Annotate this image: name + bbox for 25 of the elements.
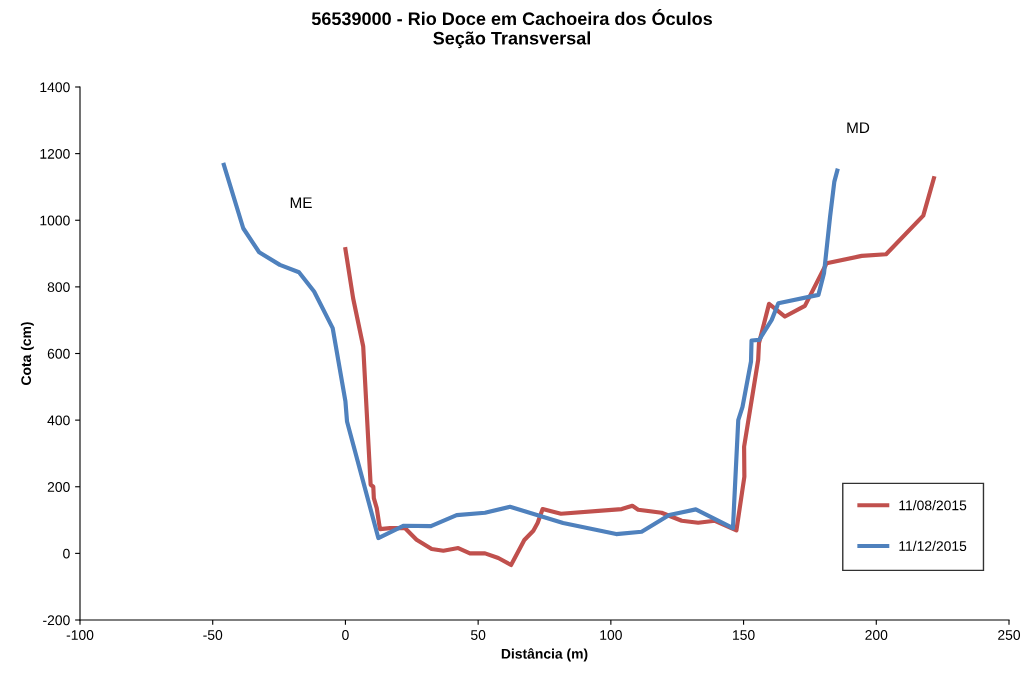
x-tick-label: 200: [865, 630, 888, 640]
y-tick-label: -200: [43, 615, 70, 626]
y-tick-label: 200: [47, 482, 70, 492]
x-tick-label: 150: [733, 630, 755, 640]
legend-label: 11/08/2015: [899, 500, 967, 511]
annotation: ME: [290, 197, 312, 208]
x-tick-label: 0: [342, 630, 349, 640]
chart-title: 56539000 - Rio Doce em Cachoeira dos Óculos Seção Transversal: [311, 8, 712, 49]
line-series: [221, 162, 840, 541]
y-tick-label: 400: [47, 415, 70, 426]
y-tick-label: 1200: [40, 148, 70, 159]
y-tick-label: 1000: [40, 215, 70, 226]
annotation: MD: [847, 122, 870, 133]
legend-label: 11/12/2015: [899, 540, 967, 551]
x-tick-label: -100: [66, 630, 94, 640]
x-axis-title: Distância (m): [501, 648, 588, 662]
x-tick-label: 100: [600, 630, 622, 640]
x-tick-label: 50: [470, 630, 486, 640]
y-axis-title: Cota (cm): [20, 322, 34, 385]
y-tick-label: 800: [47, 282, 70, 293]
y-tick-label: 1400: [40, 82, 70, 93]
y-tick-label: 600: [47, 348, 70, 359]
x-tick-label: -50: [203, 630, 223, 640]
x-tick-label: 250: [998, 630, 1021, 640]
y-tick-label: 0: [63, 548, 70, 559]
